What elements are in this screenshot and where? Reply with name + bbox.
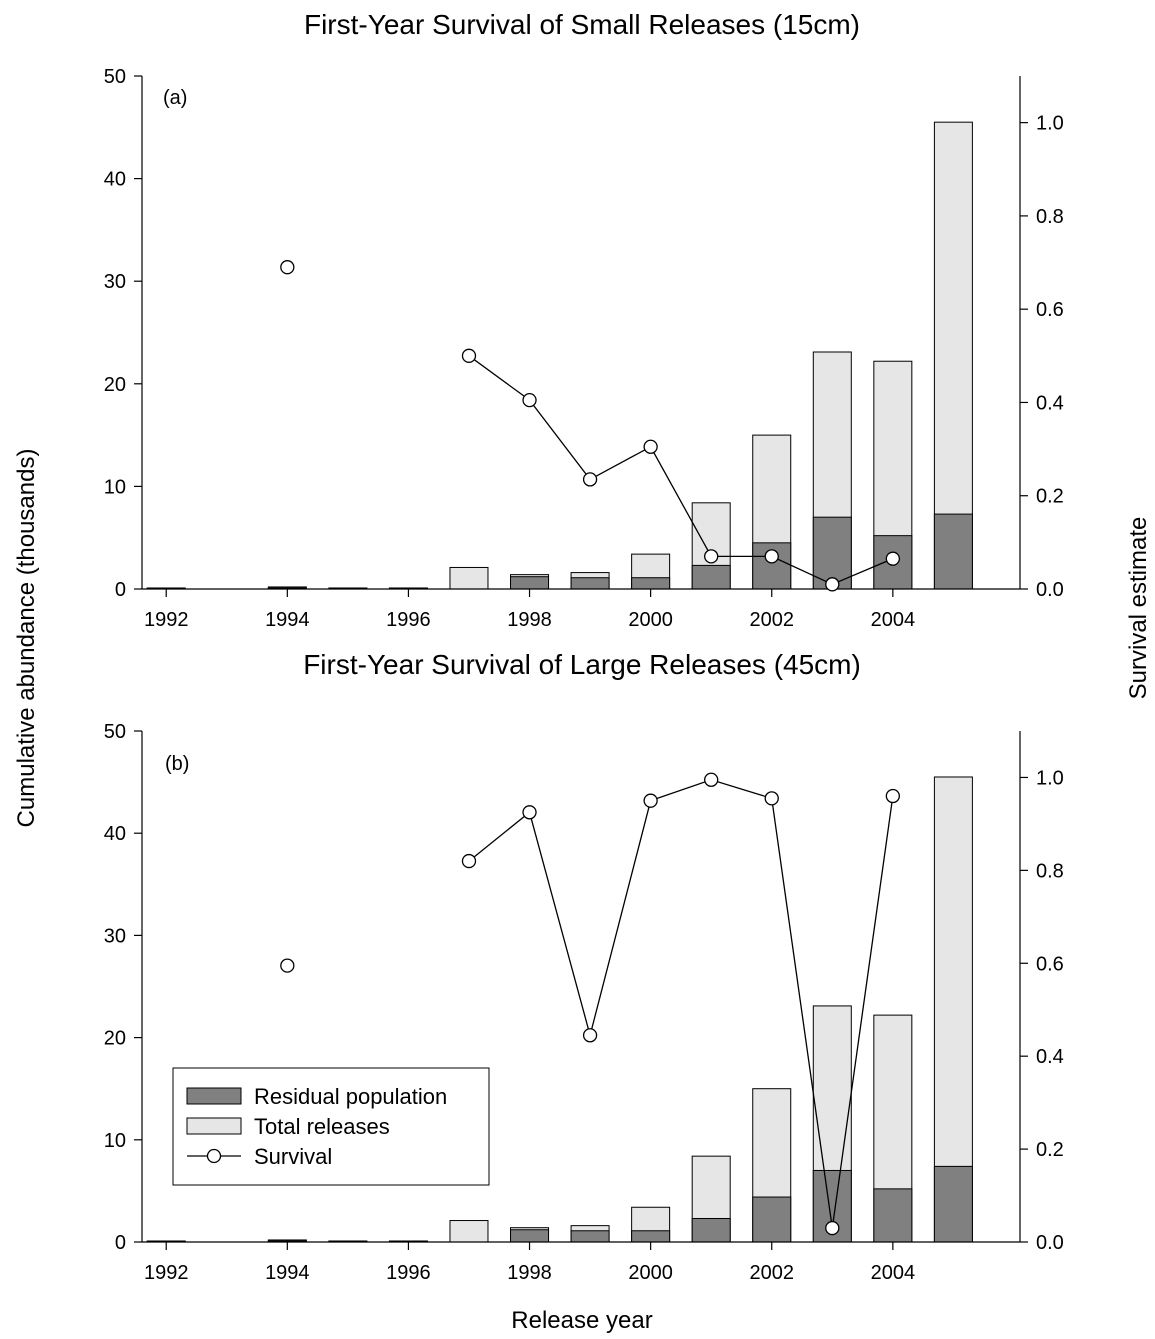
x-tick-label: 1996 bbox=[386, 609, 431, 631]
y-right-tick-label: 0.0 bbox=[1036, 1232, 1064, 1254]
y-right-tick-label: 0.2 bbox=[1036, 1139, 1064, 1161]
bar-residual-population bbox=[631, 1230, 671, 1243]
bar-residual-population bbox=[510, 1229, 550, 1243]
y-right-tick-label: 0.2 bbox=[1036, 486, 1064, 508]
y-right-tick-label: 0.4 bbox=[1036, 392, 1064, 414]
survival-point bbox=[885, 551, 900, 566]
y-left-tick-label: 0 bbox=[115, 1232, 126, 1254]
bar-residual-population bbox=[691, 1217, 731, 1243]
legend-swatch-residual bbox=[186, 1087, 242, 1105]
legend-label-residual: Residual population bbox=[254, 1084, 447, 1109]
y-right-tick-label: 1.0 bbox=[1036, 767, 1064, 789]
survival-point bbox=[461, 348, 477, 363]
bar-residual-population bbox=[691, 564, 731, 590]
y-left-tick-label: 20 bbox=[104, 374, 126, 396]
panel-a-small-releases: First-Year Survival of Small Releases (1… bbox=[104, 9, 1064, 631]
legend-label-survival: Survival bbox=[254, 1144, 332, 1169]
chart-title: First-Year Survival of Large Releases (4… bbox=[303, 649, 861, 680]
survival-point bbox=[461, 853, 477, 869]
y-right-tick-label: 0.6 bbox=[1036, 299, 1064, 321]
y-right-tick-label: 0.0 bbox=[1036, 579, 1064, 601]
x-tick-label: 1992 bbox=[144, 1262, 189, 1284]
legend-label-total: Total releases bbox=[254, 1114, 390, 1139]
legend: Residual population Total releases Survi… bbox=[172, 1067, 490, 1186]
bar-residual-population bbox=[873, 1188, 913, 1243]
survival-point bbox=[825, 577, 840, 592]
x-tick-label: 2000 bbox=[628, 609, 673, 631]
bars bbox=[146, 121, 973, 590]
x-tick-label: 1998 bbox=[507, 609, 552, 631]
bars bbox=[146, 776, 973, 1243]
bar-total-releases bbox=[933, 776, 973, 1243]
survival-point bbox=[582, 472, 598, 487]
survival-point bbox=[582, 1028, 598, 1043]
x-axis-label: Release year bbox=[511, 1307, 652, 1334]
x-tick-label: 2002 bbox=[749, 1262, 794, 1284]
y-left-tick-label: 50 bbox=[104, 721, 126, 743]
bar-total-releases bbox=[449, 566, 489, 590]
y-right-tick-label: 1.0 bbox=[1036, 113, 1064, 135]
survival-point bbox=[522, 392, 537, 408]
x-tick-label: 1994 bbox=[265, 1262, 310, 1284]
x-tick-label: 2004 bbox=[871, 609, 916, 631]
panel-label: (a) bbox=[163, 87, 187, 109]
survival-point bbox=[280, 260, 295, 275]
legend-swatch-total bbox=[186, 1117, 242, 1135]
survival-point bbox=[704, 772, 719, 787]
x-tick-label: 2002 bbox=[749, 609, 794, 631]
bar-total-releases bbox=[449, 1220, 489, 1243]
x-tick-label: 2000 bbox=[628, 1262, 673, 1284]
panel-label: (b) bbox=[165, 753, 189, 775]
survival-point bbox=[704, 549, 719, 564]
bar-residual-population bbox=[570, 1230, 610, 1243]
survival-point bbox=[280, 958, 295, 973]
y-left-tick-label: 10 bbox=[104, 476, 126, 498]
y-left-tick-label: 40 bbox=[104, 823, 126, 845]
survival-line bbox=[468, 779, 894, 1229]
legend-marker-survival bbox=[206, 1148, 222, 1164]
y-axis-label-right: Survival estimate bbox=[1125, 517, 1152, 700]
y-right-tick-label: 0.8 bbox=[1036, 206, 1064, 228]
y-right-tick-label: 0.4 bbox=[1036, 1046, 1064, 1068]
bar-residual-population bbox=[752, 1196, 792, 1243]
x-tick-label: 1998 bbox=[507, 1262, 552, 1284]
survival-point bbox=[764, 791, 779, 806]
y-right-tick-label: 0.6 bbox=[1036, 953, 1064, 975]
bar-residual-population bbox=[933, 513, 973, 590]
chart-title: First-Year Survival of Small Releases (1… bbox=[304, 9, 860, 40]
x-tick-label: 1992 bbox=[144, 609, 189, 631]
x-tick-label: 1994 bbox=[265, 609, 310, 631]
x-tick-label: 1996 bbox=[386, 1262, 431, 1284]
y-left-tick-label: 10 bbox=[104, 1130, 126, 1152]
bar-total-releases bbox=[933, 121, 973, 590]
survival-point bbox=[522, 805, 537, 820]
survival-point bbox=[764, 549, 779, 564]
y-left-tick-label: 0 bbox=[115, 579, 126, 601]
y-axis-label-left: Cumulative abundance (thousands) bbox=[13, 449, 40, 828]
bar-residual-population bbox=[510, 576, 550, 590]
y-left-tick-label: 30 bbox=[104, 271, 126, 293]
bar-residual-population bbox=[933, 1165, 973, 1243]
survival-point bbox=[643, 439, 658, 454]
y-left-tick-label: 40 bbox=[104, 169, 126, 191]
survival-line bbox=[468, 355, 894, 586]
y-left-tick-label: 30 bbox=[104, 925, 126, 947]
survival-point bbox=[885, 788, 900, 804]
x-tick-label: 2004 bbox=[871, 1262, 916, 1284]
bar-residual-population bbox=[570, 577, 610, 590]
y-right-tick-label: 0.8 bbox=[1036, 860, 1064, 882]
y-left-tick-label: 20 bbox=[104, 1028, 126, 1050]
survival-point bbox=[825, 1220, 840, 1236]
bar-residual-population bbox=[631, 577, 671, 590]
panel-b-large-releases: First-Year Survival of Large Releases (4… bbox=[104, 649, 1064, 1284]
y-left-tick-label: 50 bbox=[104, 66, 126, 88]
survival-point bbox=[643, 793, 658, 808]
